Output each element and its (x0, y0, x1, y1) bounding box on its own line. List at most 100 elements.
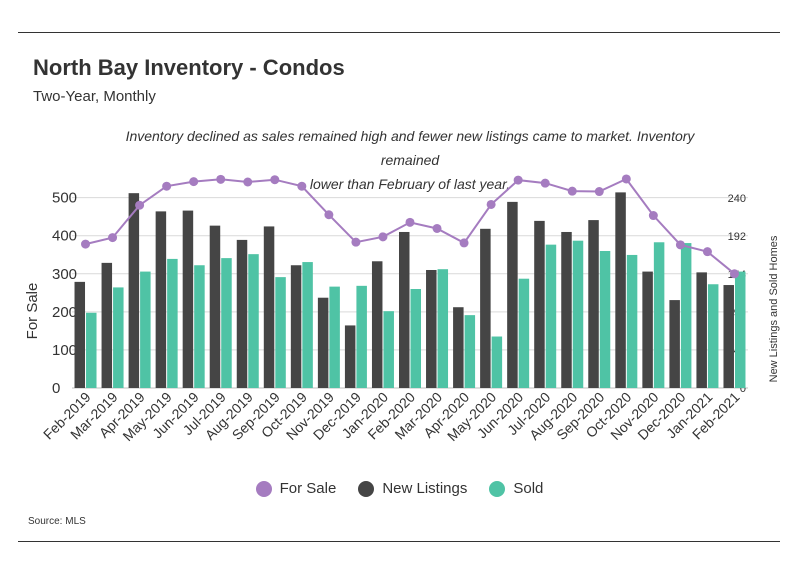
sold-bar (194, 265, 205, 388)
new-listings-bar (588, 220, 599, 388)
new-listings-bar (74, 281, 86, 388)
sold-bar (167, 258, 178, 388)
sold-bar (275, 277, 286, 388)
legend-swatch-sold (489, 480, 506, 497)
sold-bar (464, 315, 476, 388)
for-sale-point (540, 178, 550, 188)
new-listings-bar (344, 325, 356, 388)
sold-bar (680, 243, 692, 388)
new-listings-bar (642, 271, 653, 388)
new-listings-bar (101, 262, 113, 388)
sold-bar (437, 269, 449, 388)
sold-bar (383, 311, 394, 388)
new-listings-bar (236, 239, 248, 388)
new-listings-bar (155, 211, 167, 388)
new-listings-bar (507, 201, 518, 388)
for-sale-point (594, 187, 604, 197)
for-sale-point (702, 247, 712, 257)
legend-swatch-for-sale (255, 480, 272, 497)
sold-bar (626, 254, 638, 388)
bottom-rule (18, 541, 780, 542)
for-sale-point (297, 181, 307, 191)
for-sale-point (351, 237, 361, 247)
left-tick-label: 100 (52, 342, 77, 359)
new-listings-bar (723, 285, 734, 388)
sold-bar (140, 271, 151, 388)
right-tick-label: 240 (728, 193, 746, 205)
new-listings-bar (371, 261, 383, 388)
sold-bar (653, 242, 665, 388)
for-sale-point (729, 269, 739, 279)
for-sale-point (216, 174, 226, 184)
legend-label-sold: Sold (513, 480, 544, 497)
new-listings-bar (290, 265, 302, 388)
left-axis-label: For Sale (24, 283, 41, 340)
new-listings-bar (615, 192, 626, 388)
left-tick-label: 500 (52, 190, 77, 207)
for-sale-point (486, 199, 496, 209)
top-rule (18, 32, 780, 33)
right-tick-label: 192 (728, 231, 746, 243)
for-sale-point (459, 238, 469, 248)
left-tick-label: 0 (52, 380, 60, 397)
for-sale-point (621, 174, 631, 184)
for-sale-point (513, 175, 523, 185)
new-listings-bar (696, 272, 707, 388)
for-sale-point (567, 186, 577, 196)
legend-label-new-listings: New Listings (382, 480, 468, 497)
new-listings-bar (317, 297, 329, 388)
sold-bar (302, 262, 313, 388)
for-sale-point (162, 181, 172, 191)
new-listings-bar (209, 225, 221, 388)
annotation-line-2: lower than February of last year. (309, 176, 511, 192)
sold-bar (113, 287, 124, 388)
new-listings-bar (561, 231, 572, 388)
sold-bar (410, 289, 421, 388)
legend-item-new-listings: New Listings (358, 480, 467, 497)
legend-label-for-sale: For Sale (279, 480, 337, 497)
legend-item-for-sale: For Sale (255, 480, 337, 497)
chart-subtitle: Two-Year, Monthly (33, 88, 156, 105)
chart-canvas: 010020030040050004896144192240For SaleNe… (24, 174, 780, 444)
new-listings-bar (128, 193, 140, 388)
sold-bar (572, 240, 584, 388)
for-sale-point (243, 177, 253, 187)
annotation-line-1: Inventory declined as sales remained hig… (125, 128, 695, 168)
for-sale-point (189, 177, 199, 187)
for-sale-point (270, 175, 280, 185)
sold-bar (518, 278, 530, 388)
for-sale-point (81, 239, 91, 249)
sold-bar (599, 250, 611, 388)
chart-title: North Bay Inventory - Condos (33, 55, 345, 80)
new-listings-bar (426, 269, 437, 388)
for-sale-point (648, 211, 658, 221)
sold-bar (356, 285, 367, 388)
chart-annotation: Inventory declined as sales remained hig… (110, 124, 710, 196)
sold-bar (707, 284, 719, 388)
sold-bar (734, 271, 746, 388)
new-listings-bar (263, 226, 275, 388)
new-listings-bar (182, 210, 194, 388)
sold-bar (545, 244, 557, 388)
source-note: Source: MLS (28, 516, 86, 527)
for-sale-point (108, 233, 118, 243)
left-tick-label: 300 (52, 266, 77, 283)
for-sale-point (378, 232, 388, 242)
for-sale-point (675, 240, 685, 250)
legend: For Sale New Listings Sold (0, 480, 799, 497)
new-listings-bar (534, 220, 545, 388)
for-sale-point (324, 210, 334, 220)
new-listings-bar (669, 300, 680, 388)
sold-bar (86, 312, 97, 388)
sold-bar (221, 258, 232, 388)
sold-bar (491, 336, 503, 388)
for-sale-point (135, 200, 145, 210)
for-sale-point (432, 223, 442, 233)
left-tick-label: 200 (52, 304, 77, 321)
legend-swatch-new-listings (358, 480, 375, 497)
for-sale-point (405, 217, 415, 227)
sold-bar (248, 254, 259, 388)
new-listings-bar (453, 307, 464, 388)
sold-bar (329, 286, 340, 388)
right-tick-label: 0 (740, 383, 746, 395)
